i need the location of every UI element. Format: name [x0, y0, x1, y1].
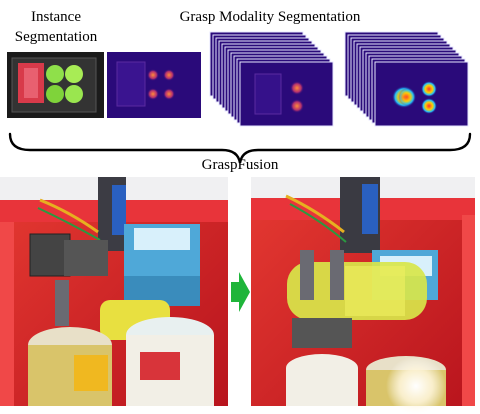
curly-brace	[8, 132, 472, 164]
instance-label-line2: Segmentation	[14, 29, 98, 45]
grasp-fusion-label: GraspFusion	[201, 157, 279, 173]
grasp-modality-map-single	[107, 52, 201, 118]
grasp-modality-stack-2	[344, 31, 469, 127]
instance-segmentation-label: Instance Segmentation	[2, 9, 110, 45]
green-arrow	[231, 272, 250, 312]
robot-photo-after	[251, 177, 475, 414]
grasp-modality-stack-1	[209, 31, 334, 127]
instance-label-line1: Instance	[31, 9, 81, 25]
robot-photo-before	[0, 177, 228, 406]
instance-segmentation-image	[7, 52, 104, 118]
grasp-modality-segmentation-label: Grasp Modality Segmentation	[179, 9, 361, 25]
